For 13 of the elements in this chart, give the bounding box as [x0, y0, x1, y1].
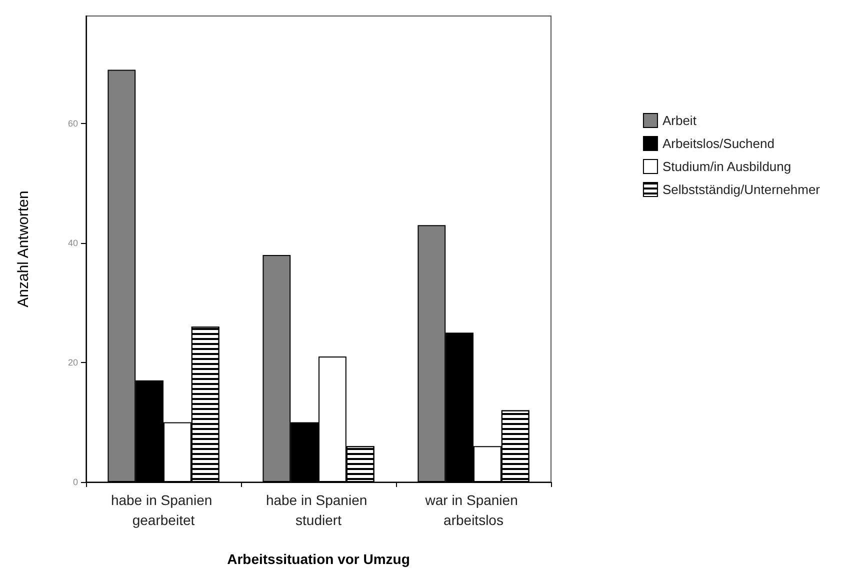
x-tick-label: habe in Spanien studiert — [266, 492, 372, 528]
legend-label: Selbstständig/Unternehmer — [662, 182, 821, 197]
legend-label: Studium/in Ausbildung — [662, 159, 792, 174]
y-tick-label: 60 — [68, 118, 78, 129]
y-axis-title: Anzahl Antworten — [15, 190, 32, 308]
legend-label: Arbeitslos/Suchend — [662, 136, 774, 151]
y-tick-label: 0 — [72, 477, 78, 487]
y-tick-label: 20 — [68, 358, 78, 368]
x-tick-label: war in Spanien arbeitslos — [424, 492, 522, 528]
legend-label: Arbeit — [662, 113, 697, 128]
x-axis-title: Arbeitssituation vor Umzug — [227, 551, 410, 567]
y-tick-label: 40 — [68, 238, 78, 248]
x-tick-label: habe in Spanien gearbeitet — [110, 492, 216, 528]
